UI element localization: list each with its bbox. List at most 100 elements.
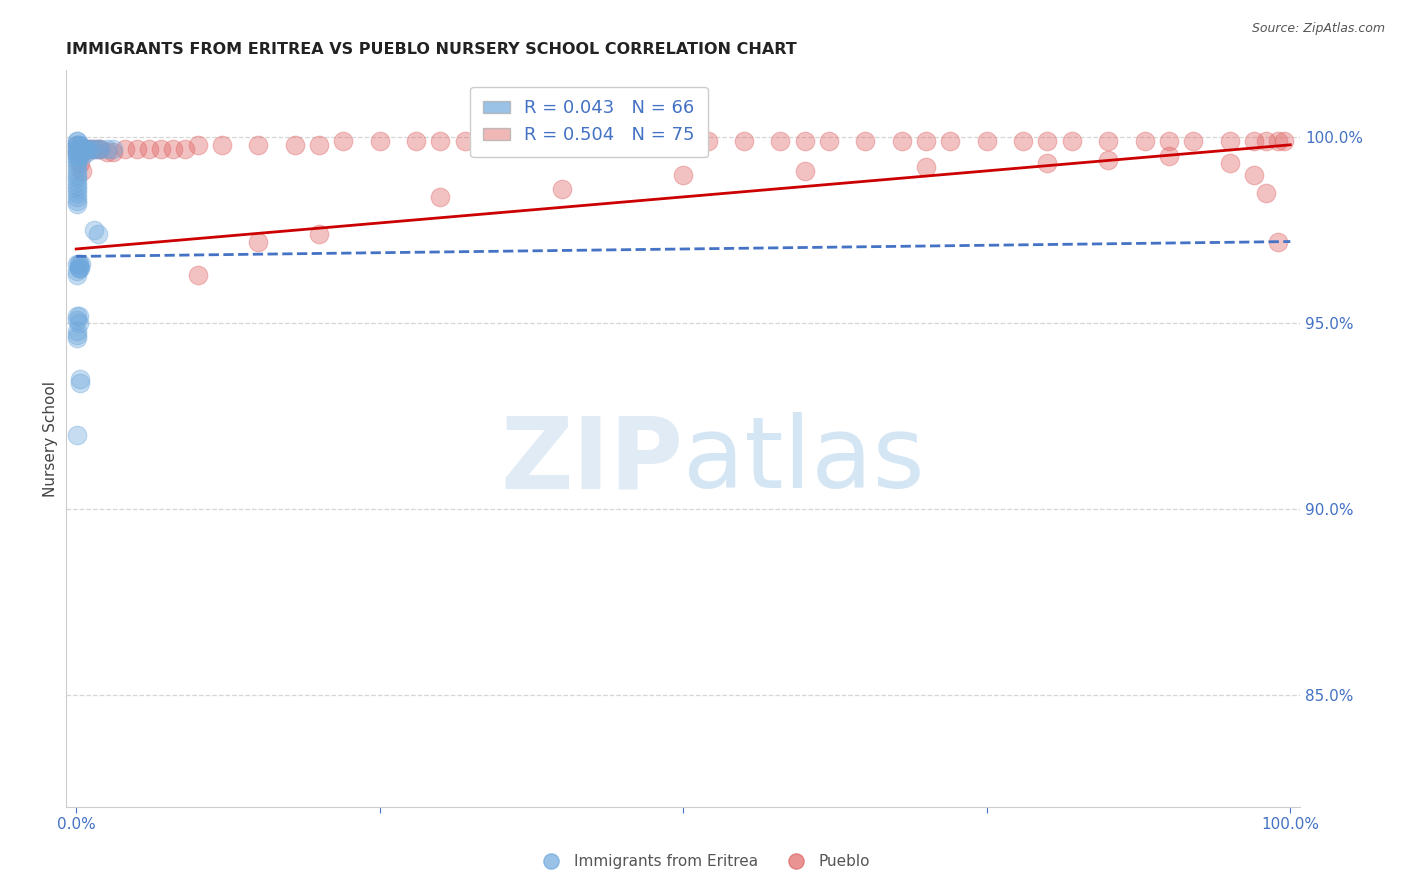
Point [211, 137, 233, 152]
Point [489, 134, 512, 148]
Point [187, 137, 209, 152]
Legend: R = 0.043   N = 66, R = 0.504   N = 75: R = 0.043 N = 66, R = 0.504 N = 75 [470, 87, 707, 157]
Point [696, 134, 718, 148]
Point [429, 134, 451, 148]
Point [1012, 134, 1035, 148]
Point [1060, 134, 1083, 148]
Point [69, 260, 91, 275]
Point [87, 142, 110, 156]
Point [1267, 134, 1289, 148]
Point [66, 164, 89, 178]
Point [575, 134, 598, 148]
Point [73, 142, 96, 156]
Point [96, 142, 118, 156]
Point [66, 327, 89, 342]
Point [174, 142, 197, 156]
Point [551, 134, 574, 148]
Text: IMMIGRANTS FROM ERITREA VS PUEBLO NURSERY SCHOOL CORRELATION CHART: IMMIGRANTS FROM ERITREA VS PUEBLO NURSER… [66, 42, 797, 57]
Point [162, 142, 184, 156]
Point [101, 145, 124, 160]
Point [66, 182, 89, 196]
Point [67, 142, 90, 156]
Point [915, 160, 938, 174]
Point [66, 428, 89, 442]
Point [66, 257, 89, 271]
Point [67, 257, 90, 271]
Point [77, 142, 100, 156]
Point [66, 142, 89, 156]
Point [66, 190, 89, 204]
Point [793, 134, 815, 148]
Point [1182, 134, 1205, 148]
Point [66, 168, 89, 182]
Point [76, 145, 98, 160]
Point [83, 142, 105, 156]
Point [66, 142, 89, 156]
Point [1097, 153, 1119, 167]
Point [1097, 134, 1119, 148]
Point [66, 149, 89, 163]
Point [69, 137, 91, 152]
Point [769, 134, 792, 148]
Y-axis label: Nursery School: Nursery School [44, 381, 58, 497]
Point [80, 142, 103, 156]
Point [87, 142, 110, 156]
Point [66, 137, 89, 152]
Point [1157, 134, 1180, 148]
Point [70, 145, 93, 160]
Point [429, 190, 451, 204]
Point [67, 257, 90, 271]
Point [66, 153, 89, 167]
Point [67, 145, 90, 160]
Point [96, 145, 118, 160]
Point [66, 134, 89, 148]
Point [1267, 235, 1289, 249]
Point [1254, 186, 1277, 201]
Point [69, 372, 91, 386]
Point [89, 142, 111, 156]
Text: ZIP: ZIP [501, 412, 683, 509]
Point [793, 164, 815, 178]
Point [66, 156, 89, 170]
Point [66, 149, 89, 163]
Point [853, 134, 876, 148]
Point [1243, 134, 1265, 148]
Point [70, 257, 93, 271]
Point [83, 142, 105, 156]
Point [150, 142, 173, 156]
Point [1243, 168, 1265, 182]
Point [66, 194, 89, 208]
Point [72, 142, 94, 156]
Point [69, 145, 91, 160]
Point [67, 260, 90, 275]
Point [70, 145, 93, 160]
Point [1272, 134, 1295, 148]
Legend: Immigrants from Eritrea, Pueblo: Immigrants from Eritrea, Pueblo [530, 848, 876, 875]
Point [80, 142, 103, 156]
Point [612, 134, 634, 148]
Point [70, 164, 93, 178]
Point [976, 134, 998, 148]
Point [73, 142, 96, 156]
Text: atlas: atlas [683, 412, 925, 509]
Point [69, 145, 91, 160]
Point [66, 171, 89, 186]
Point [648, 134, 671, 148]
Point [66, 264, 89, 278]
Point [66, 268, 89, 282]
Point [551, 182, 574, 196]
Point [69, 376, 91, 390]
Point [75, 142, 97, 156]
Point [67, 260, 90, 275]
Point [66, 197, 89, 211]
Point [672, 168, 695, 182]
Point [67, 149, 90, 163]
Point [67, 317, 90, 331]
Point [66, 137, 89, 152]
Point [77, 142, 100, 156]
Point [66, 145, 89, 160]
Point [526, 134, 548, 148]
Point [890, 134, 912, 148]
Point [1254, 134, 1277, 148]
Point [125, 142, 148, 156]
